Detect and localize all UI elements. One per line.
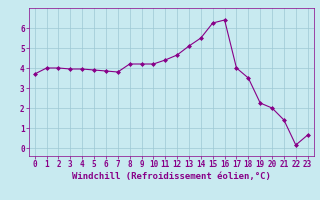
X-axis label: Windchill (Refroidissement éolien,°C): Windchill (Refroidissement éolien,°C) <box>72 172 271 181</box>
